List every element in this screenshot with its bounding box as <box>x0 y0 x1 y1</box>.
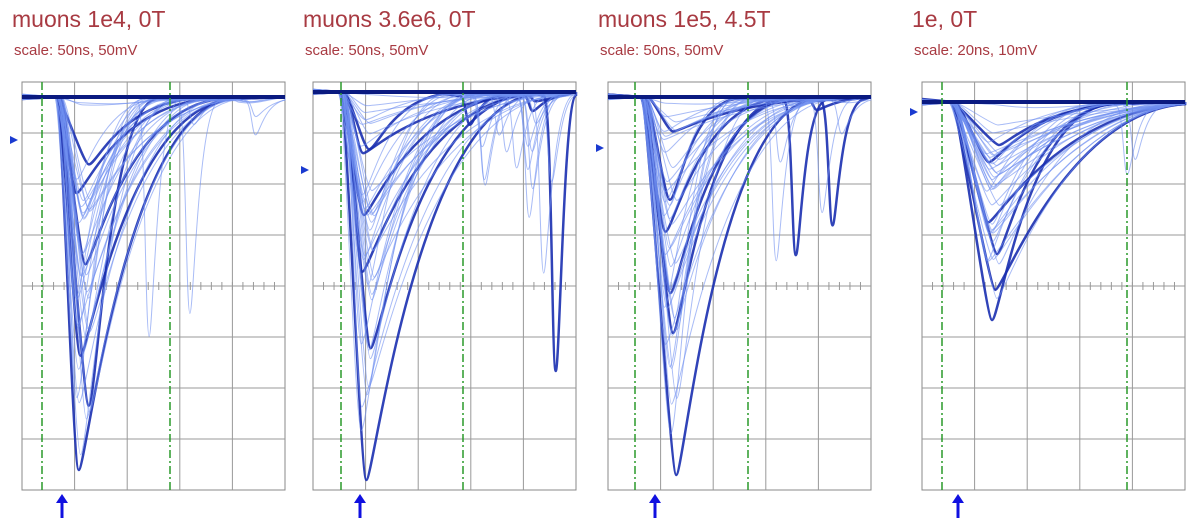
scope-panel: muons 3.6e6, 0T scale: 50ns, 50mV <box>301 6 576 518</box>
panel-title: muons 1e4, 0T <box>12 6 165 32</box>
panel-title: 1e, 0T <box>912 6 977 32</box>
level-marker <box>910 108 918 116</box>
scope-panel: 1e, 0T scale: 20ns, 10mV <box>910 6 1185 518</box>
level-marker <box>301 166 309 174</box>
scope-panel: muons 1e5, 4.5T scale: 50ns, 50mV <box>596 6 871 518</box>
panel-scale: scale: 50ns, 50mV <box>305 42 428 59</box>
panel-title: muons 1e5, 4.5T <box>598 6 771 32</box>
level-marker <box>596 144 604 152</box>
scope-panel: muons 1e4, 0T scale: 50ns, 50mV <box>10 6 285 518</box>
trigger-arrow-head <box>56 494 68 503</box>
trigger-arrow-head <box>952 494 964 503</box>
page: {"panels": [ {"title": "muons 1e4, 0T", … <box>0 0 1194 519</box>
panel-scale: scale: 20ns, 10mV <box>914 42 1037 59</box>
trigger-arrow-head <box>649 494 661 503</box>
figure: muons 1e4, 0Tscale: 50ns, 50mVmuons 3.6e… <box>0 0 1194 519</box>
trigger-arrow-head <box>354 494 366 503</box>
panel-title: muons 3.6e6, 0T <box>303 6 476 32</box>
panel-scale: scale: 50ns, 50mV <box>14 42 137 59</box>
level-marker <box>10 136 18 144</box>
panel-scale: scale: 50ns, 50mV <box>600 42 723 59</box>
